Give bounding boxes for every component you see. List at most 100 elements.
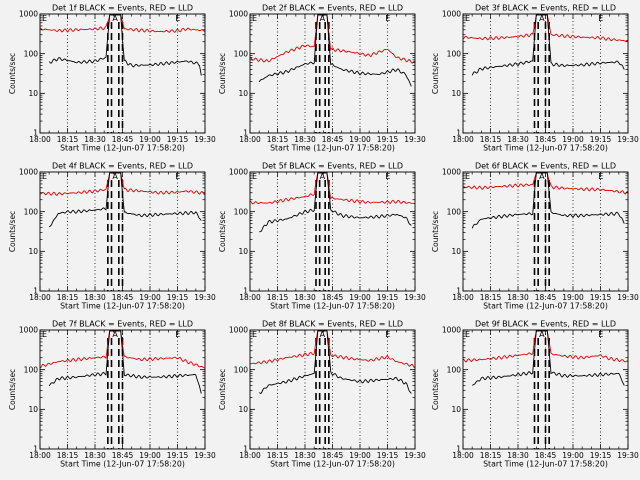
x-axis-label: Start Time (12-Jun-07 17:58:20) xyxy=(483,144,608,153)
x-tick-label: 18:15 xyxy=(57,135,79,144)
x-tick-label: 18:45 xyxy=(112,135,134,144)
x-tick-label: 18:00 xyxy=(29,135,51,144)
events-series-line xyxy=(48,330,202,394)
x-tick-label: 19:00 xyxy=(139,135,161,144)
x-tick-label: 19:00 xyxy=(139,451,161,460)
x-tick-label: 18:30 xyxy=(294,135,316,144)
x-axis-label: Start Time (12-Jun-07 17:58:20) xyxy=(60,460,185,469)
x-tick-label: 18:30 xyxy=(84,135,106,144)
x-tick-label: 19:30 xyxy=(194,135,216,144)
panel-title: Det 1f BLACK = Events, RED = LLD xyxy=(52,4,193,13)
corner-marker-left: E xyxy=(252,14,257,23)
y-tick-label: 1 xyxy=(456,129,461,138)
x-tick-label: 18:45 xyxy=(322,135,344,144)
x-tick-label: 18:00 xyxy=(29,293,51,302)
x-tick-label: 18:15 xyxy=(267,135,289,144)
y-tick-label: 1000 xyxy=(442,326,461,335)
x-tick-label: 19:15 xyxy=(590,451,612,460)
y-tick-label: 10 xyxy=(238,89,248,98)
events-series-line xyxy=(258,14,412,87)
y-tick-label: 1 xyxy=(33,445,38,454)
peak-label: A xyxy=(539,14,545,23)
peak-label: A xyxy=(112,14,118,23)
y-tick-label: 10 xyxy=(238,405,248,414)
x-tick-label: 19:00 xyxy=(562,451,584,460)
y-tick-label: 1000 xyxy=(19,10,38,19)
x-tick-label: 18:30 xyxy=(507,451,529,460)
peak-label: A xyxy=(112,330,118,339)
y-tick-label: 100 xyxy=(447,365,462,374)
lld-series-line xyxy=(249,14,416,64)
x-tick-label: 19:30 xyxy=(404,293,426,302)
x-tick-label: 19:15 xyxy=(590,293,612,302)
x-tick-label: 19:00 xyxy=(349,451,371,460)
x-tick-label: 19:15 xyxy=(167,451,189,460)
y-tick-label: 100 xyxy=(234,49,249,58)
x-tick-label: 19:30 xyxy=(617,293,639,302)
x-tick-label: 19:15 xyxy=(167,135,189,144)
panel-title: Det 2f BLACK = Events, RED = LLD xyxy=(262,4,403,13)
corner-marker-left: E xyxy=(465,330,470,339)
y-tick-label: 1000 xyxy=(19,326,38,335)
x-tick-label: 18:45 xyxy=(535,451,557,460)
panel-title: Det 8f BLACK = Events, RED = LLD xyxy=(262,320,403,329)
lld-series-line xyxy=(249,172,415,205)
x-axis-label: Start Time (12-Jun-07 17:58:20) xyxy=(483,302,608,311)
x-tick-label: 19:00 xyxy=(349,135,371,144)
lld-series-line xyxy=(40,172,206,196)
x-tick-label: 19:30 xyxy=(404,135,426,144)
y-axis-label: Counts/sec xyxy=(218,53,227,94)
y-tick-label: 1 xyxy=(456,445,461,454)
x-axis-label: Start Time (12-Jun-07 17:58:20) xyxy=(270,460,395,469)
y-tick-label: 1000 xyxy=(229,326,248,335)
x-tick-label: 18:30 xyxy=(294,293,316,302)
x-tick-label: 18:15 xyxy=(480,293,502,302)
x-tick-label: 18:30 xyxy=(507,135,529,144)
y-tick-label: 1000 xyxy=(229,10,248,19)
events-series-line xyxy=(49,172,202,228)
detector-panel-1: Det 1f BLACK = Events, RED = LLDAEE11010… xyxy=(8,4,216,153)
x-axis-label: Start Time (12-Jun-07 17:58:20) xyxy=(483,460,608,469)
x-tick-label: 18:15 xyxy=(57,451,79,460)
x-tick-label: 19:15 xyxy=(590,135,612,144)
x-tick-label: 18:45 xyxy=(112,451,134,460)
y-axis-label: Counts/sec xyxy=(8,53,17,94)
x-tick-label: 18:30 xyxy=(294,451,316,460)
events-series-line xyxy=(472,330,625,386)
y-tick-label: 10 xyxy=(451,405,461,414)
x-tick-label: 19:30 xyxy=(404,451,426,460)
y-tick-label: 10 xyxy=(28,405,38,414)
corner-marker-left: E xyxy=(252,172,257,181)
y-axis-label: Counts/sec xyxy=(431,369,440,410)
x-axis-label: Start Time (12-Jun-07 17:58:20) xyxy=(270,302,395,311)
y-tick-label: 100 xyxy=(447,207,462,216)
detector-panel-5: Det 5f BLACK = Events, RED = LLDAEE11010… xyxy=(218,162,426,311)
y-tick-label: 1 xyxy=(33,287,38,296)
x-tick-label: 18:45 xyxy=(322,293,344,302)
y-tick-label: 100 xyxy=(24,207,39,216)
detector-panel-7: Det 7f BLACK = Events, RED = LLDAEE11010… xyxy=(8,320,216,469)
x-tick-label: 18:30 xyxy=(84,293,106,302)
y-tick-label: 10 xyxy=(451,247,461,256)
lld-series-line xyxy=(39,330,206,369)
peak-label: A xyxy=(112,172,118,181)
peak-label: A xyxy=(320,330,326,339)
x-tick-label: 18:45 xyxy=(322,451,344,460)
x-axis-label: Start Time (12-Jun-07 17:58:20) xyxy=(270,144,395,153)
detector-panel-3: Det 3f BLACK = Events, RED = LLDAEE11010… xyxy=(431,4,639,153)
detector-panel-9: Det 9f BLACK = Events, RED = LLDAEE11010… xyxy=(431,320,639,469)
x-tick-label: 19:00 xyxy=(562,293,584,302)
x-axis-label: Start Time (12-Jun-07 17:58:20) xyxy=(60,302,185,311)
y-tick-label: 1000 xyxy=(229,168,248,177)
y-tick-label: 10 xyxy=(28,247,38,256)
x-tick-label: 18:00 xyxy=(239,135,261,144)
panel-title: Det 9f BLACK = Events, RED = LLD xyxy=(475,320,616,329)
x-tick-label: 19:00 xyxy=(349,293,371,302)
x-tick-label: 19:00 xyxy=(562,135,584,144)
x-tick-label: 18:30 xyxy=(507,293,529,302)
events-series-line xyxy=(258,330,412,394)
y-axis-label: Counts/sec xyxy=(431,211,440,252)
y-tick-label: 1000 xyxy=(442,168,461,177)
detector-panel-2: Det 2f BLACK = Events, RED = LLDAEE11010… xyxy=(218,4,426,153)
